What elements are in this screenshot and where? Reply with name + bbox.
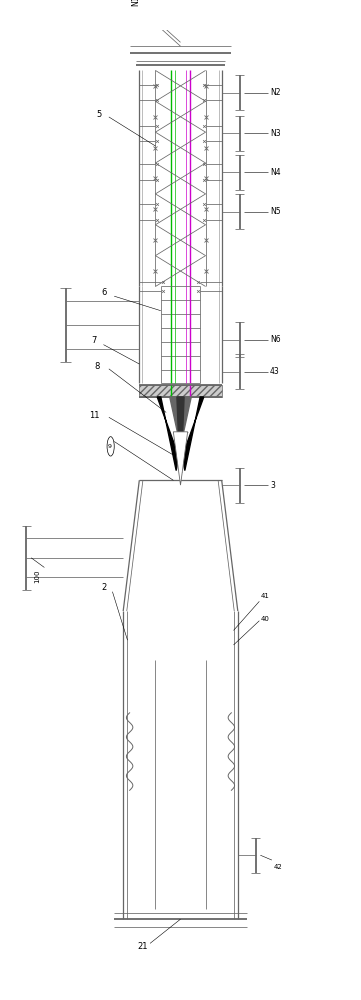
Text: 9: 9 (108, 444, 112, 449)
Text: 40: 40 (261, 616, 270, 622)
Text: 3: 3 (270, 481, 275, 490)
Polygon shape (173, 432, 188, 485)
Text: 41: 41 (261, 593, 270, 599)
Polygon shape (170, 397, 191, 446)
Polygon shape (157, 397, 179, 471)
Polygon shape (182, 397, 204, 471)
Text: N3: N3 (270, 129, 281, 138)
Text: N4: N4 (270, 168, 281, 177)
Text: 100: 100 (34, 569, 40, 583)
Text: 43: 43 (270, 367, 280, 376)
Text: 21: 21 (138, 942, 148, 951)
Text: 2: 2 (102, 583, 107, 592)
Text: 6: 6 (102, 288, 107, 297)
Text: 42: 42 (274, 864, 282, 870)
Text: 5: 5 (96, 110, 102, 119)
Text: N6: N6 (270, 335, 281, 344)
Text: 11: 11 (90, 411, 100, 420)
Text: 7: 7 (91, 336, 96, 345)
Text: 8: 8 (95, 362, 100, 371)
Bar (139, 385, 222, 397)
Text: N2: N2 (270, 88, 280, 97)
Text: N5: N5 (270, 207, 281, 216)
Text: N1: N1 (131, 0, 140, 6)
Polygon shape (177, 397, 184, 451)
